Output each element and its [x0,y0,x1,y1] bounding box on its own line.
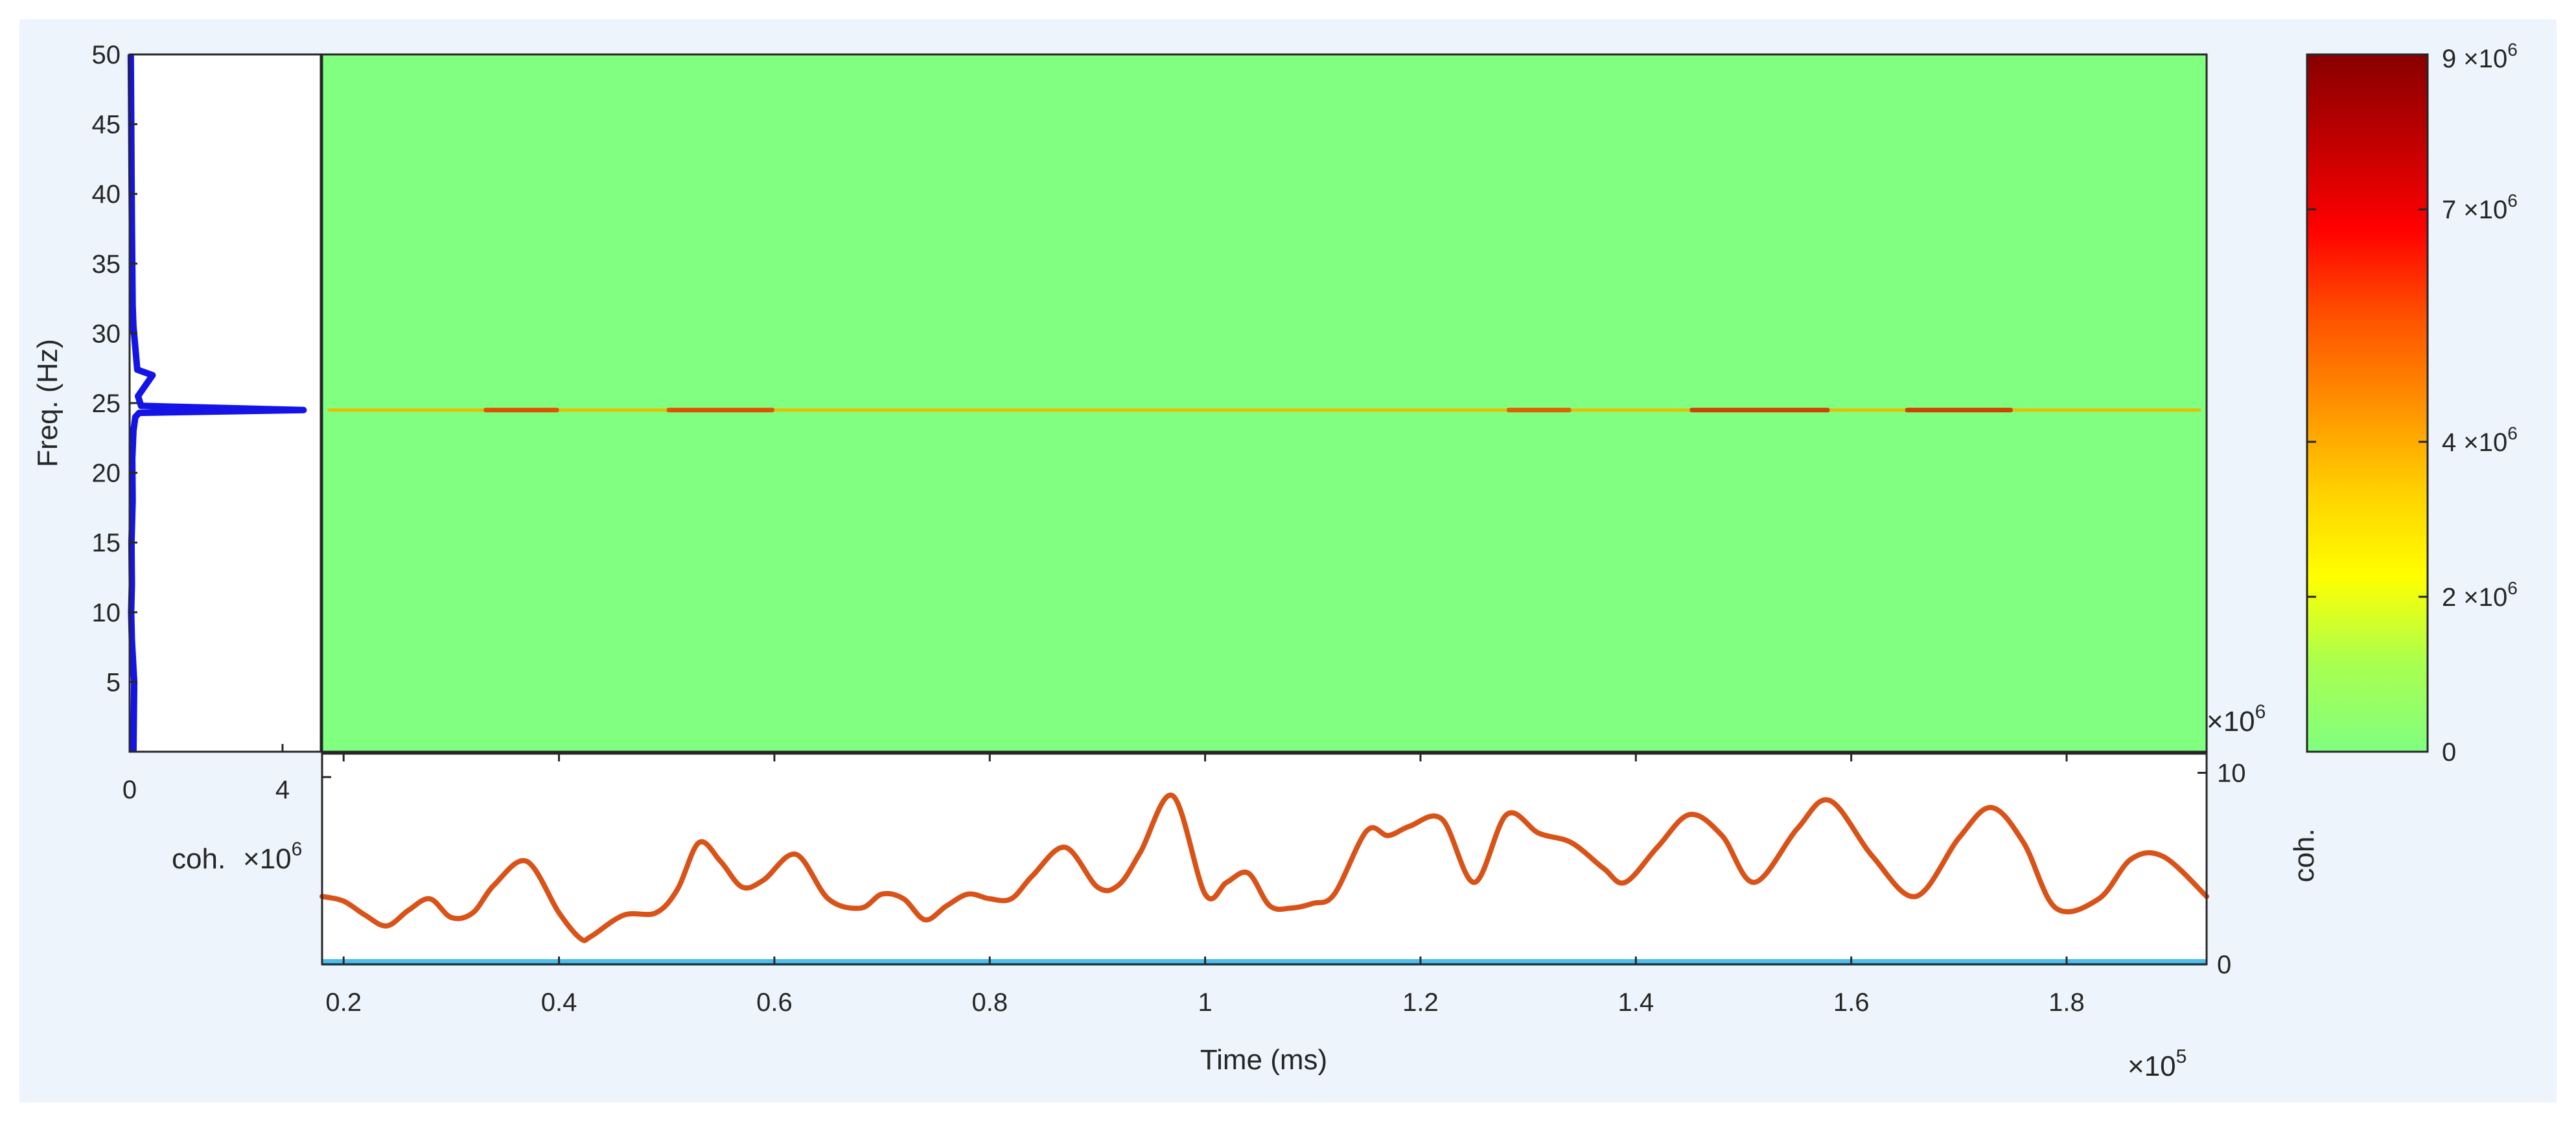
time-axes-bg [322,754,2207,964]
colorbar-tick-exponent: 6 [2507,423,2518,443]
spectrogram-band-segment [1905,408,2013,413]
spectrum-ytick-label: 40 [92,180,121,209]
spectrum-xtick-label: 4 [275,776,290,804]
time-xtick-label: 1.6 [1833,988,1870,1017]
colorbar-tick-label: 7 ×106 [2442,191,2518,224]
time-axes-frame [321,752,2208,966]
colorbar-tick-label: 2 ×106 [2442,578,2518,612]
spectrogram-band-segment [666,408,774,413]
time-right-ytick-label: 0 [2217,951,2231,979]
time-xtick-label: 1 [1198,988,1212,1017]
colorbar-tick-label: 0 [2442,738,2456,767]
time-x-exponent: 5 [2176,1046,2187,1067]
colorbar: 0 2 ×106 4 ×106 7 ×106 9 ×106 [2306,40,2518,767]
spectrum-axes-bg [130,54,321,752]
colorbar-tick-label: 4 ×106 [2442,423,2518,457]
spectrum-ytick-label: 10 [92,599,121,627]
colorbar-frame [2306,53,2429,753]
time-xtick-label: 1.4 [1618,988,1654,1017]
spectrum-ylabel: Freq. (Hz) [32,339,64,467]
time-ylabel: coh. [2288,828,2320,882]
time-xtick-label: 0.2 [325,988,362,1017]
spectrum-ytick-label: 50 [92,41,121,69]
colorbar-tick-exponent: 6 [2507,191,2518,211]
time-y-multiplier: ×106 [2207,701,2266,737]
spectrum-ytick-label: 30 [92,319,121,348]
time-xtick-label: 0.6 [756,988,793,1017]
time-xtick-label: 0.8 [971,988,1008,1017]
time-series-line-0 [319,792,2209,944]
spectrum-ytick-label: 20 [92,459,121,488]
spectrogram-band [327,408,2201,413]
colorbar-tick-label: 9 ×106 [2442,40,2518,73]
spectrogram-background [322,54,2207,752]
time-xtick-label: 1.8 [2048,988,2085,1017]
time-y-exponent: 6 [2255,701,2266,723]
time-xlabel: Time (ms) [1200,1044,1327,1076]
spectrum-ytick-label: 25 [92,389,121,418]
colorbar-gradient [2307,54,2428,752]
spectrum-ytick-label: 15 [92,529,121,557]
spectrogram-band-segment [1689,408,1830,413]
colorbar-tick-exponent: 6 [2507,578,2518,598]
spectrogram-frame [321,53,2208,753]
spectrum-xtick-label: 0 [122,776,137,804]
spectrum-ytick-label: 35 [92,250,121,279]
time-xtick-label: 1.2 [1402,988,1439,1017]
spectrum-xlabel: coh. [172,843,226,875]
spectrogram-panel [321,53,2208,753]
colorbar-tick-exponent: 6 [2507,40,2518,60]
spectrum-x-exponent: 6 [292,839,303,860]
spectrogram-band-segment [1506,408,1572,413]
time-xtick-label: 0.4 [541,988,577,1017]
time-right-ytick-label: 10 [2217,760,2246,788]
spectrogram-band-segment [483,408,559,413]
time-series-panel: 0.2 0.4 0.6 0.8 1 1.2 1.4 1.6 1.8 010 Time (ms) … [319,701,2320,1082]
spectrum-ytick-label: 45 [92,111,121,139]
spectrum-ytick-label: 5 [106,668,121,697]
